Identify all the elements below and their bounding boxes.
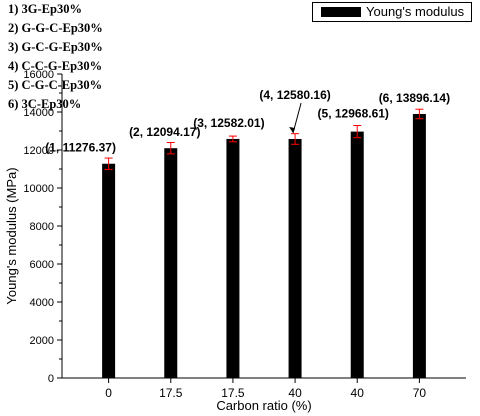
y-tick-label: 0 [48,373,54,385]
bars [102,113,426,379]
y-tick-label: 10000 [23,183,54,195]
bar [102,163,116,378]
data-label: (2, 12094.17) [129,125,200,139]
y-axis-ticks: 0 2000 4000 6000 8000 10000 12000 14000 16000 [23,69,62,385]
y-axis-label: Young's modulus (MPa) [4,167,19,304]
x-tick-label: 70 [413,386,427,400]
x-tick-label: 40 [351,386,365,400]
x-tick-label: 17.5 [221,386,245,400]
y-tick-label: 14000 [23,107,54,119]
sample-item-1: 1) 3G-Ep30% [8,2,82,16]
x-tick-label: 40 [288,386,302,400]
x-tick-label: 0 [105,386,112,400]
bar [226,138,240,378]
sample-item-4: 4) C-C-G-Ep30% [8,59,103,73]
bar [412,113,426,379]
data-label: (1, 11276.37) [45,141,116,155]
y-tick-label: 4000 [30,297,54,309]
sample-list: 1) 3G-Ep30% 2) G-G-C-Ep30% 3) G-C-G-Ep30… [8,0,103,114]
data-labels: (1, 11276.37) (2, 12094.17)(3, 12582.01) (… [45,88,450,155]
y-tick-label: 16000 [23,69,54,81]
bar [288,138,302,378]
bar [350,131,364,378]
data-label: (5, 12968.61) [318,107,389,121]
data-label: (4, 12580.16) [259,88,330,102]
sample-item-5: 5) C-G-C-Ep30% [8,78,103,92]
data-label: (3, 12582.01) [193,116,264,130]
data-label-arrowhead [289,126,296,133]
legend: Young's modulus [312,2,472,22]
x-axis-ticks: 0 17.5 17.5 40 40 70 [105,378,426,400]
legend-label: Young's modulus [366,4,465,19]
y-tick-label: 6000 [30,259,54,271]
legend-swatch [321,7,361,17]
sample-item-6: 6) 3C-Ep30% [8,97,82,111]
y-tick-label: 8000 [30,221,54,233]
error-bars [104,108,424,170]
bar [164,148,178,378]
y-tick-label: 2000 [30,335,54,347]
y-tick-label: 12000 [23,145,54,157]
sample-item-3: 3) G-C-G-Ep30% [8,40,103,54]
x-axis-label: Carbon ratio (%) [216,398,311,413]
x-tick-label: 17.5 [159,386,183,400]
sample-item-2: 2) G-G-C-Ep30% [8,21,103,35]
data-label: (6, 13896.14) [379,91,450,105]
